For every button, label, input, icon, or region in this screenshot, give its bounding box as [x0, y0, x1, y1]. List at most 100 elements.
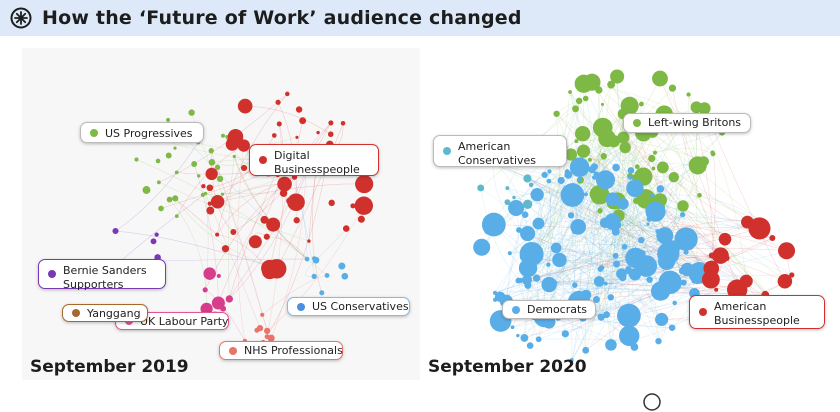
network-node: [158, 205, 164, 212]
network-node: [165, 152, 172, 159]
network-node: [166, 196, 173, 203]
edge: [623, 137, 760, 229]
network-node: [701, 270, 720, 289]
edge: [266, 236, 308, 260]
network-node: [691, 276, 698, 284]
network-node: [316, 130, 320, 135]
network-node: [597, 313, 603, 319]
network-node: [656, 161, 669, 174]
network-node: [112, 228, 119, 235]
network-node: [507, 251, 512, 256]
network-node: [687, 244, 694, 250]
network-node: [287, 193, 305, 211]
edge: [601, 289, 717, 318]
partial-logo-icon: [643, 393, 661, 411]
network-node: [582, 346, 590, 354]
network-node: [156, 180, 161, 185]
network-node: [630, 343, 639, 351]
network-node: [569, 157, 590, 177]
network-node: [646, 276, 653, 283]
network-node: [683, 249, 689, 255]
network-node: [589, 185, 607, 203]
network-node: [142, 186, 151, 194]
edge: [115, 230, 277, 270]
network-node: [557, 176, 565, 185]
edge: [527, 253, 636, 269]
network-node: [264, 327, 271, 334]
network-node: [655, 229, 660, 234]
edge: [512, 100, 580, 328]
network-node: [341, 272, 349, 280]
network-node: [319, 290, 325, 296]
label-democrats: Democrats: [502, 300, 596, 319]
network-node: [600, 153, 607, 160]
network-node: [521, 211, 529, 219]
edge: [229, 162, 311, 300]
edge: [711, 153, 716, 269]
network-node: [607, 135, 621, 148]
network-node: [634, 164, 640, 170]
network-node: [311, 273, 317, 280]
edge: [506, 204, 528, 299]
edge: [660, 188, 743, 287]
network-node: [188, 109, 195, 116]
edge: [536, 174, 552, 279]
network-node: [473, 238, 491, 256]
network-node: [541, 276, 557, 293]
network-node: [522, 275, 533, 286]
network-node: [714, 287, 719, 292]
network-node: [618, 273, 627, 282]
network-node: [678, 267, 686, 275]
edge: [609, 225, 618, 344]
edge: [574, 231, 695, 294]
network-node: [221, 245, 230, 253]
network-node: [240, 164, 248, 172]
network-node: [207, 201, 212, 206]
network-node: [627, 167, 635, 174]
network-node: [206, 206, 215, 215]
edge: [527, 178, 587, 351]
network-node: [172, 195, 179, 202]
network-node: [613, 260, 621, 268]
edge: [594, 200, 608, 284]
network-node: [659, 242, 679, 262]
network-node: [350, 203, 356, 209]
edge: [234, 156, 308, 260]
network-node: [638, 236, 645, 244]
network-node: [271, 133, 277, 138]
network-node: [342, 225, 350, 232]
network-node: [620, 96, 639, 115]
network-node: [520, 334, 529, 342]
edge: [305, 259, 317, 278]
network-node: [293, 217, 300, 224]
network-node: [517, 277, 523, 284]
edge: [506, 278, 710, 302]
edge: [531, 187, 639, 255]
network-node: [607, 294, 614, 301]
blue-dot: [297, 302, 305, 311]
network-node: [639, 101, 644, 107]
edge: [494, 271, 629, 294]
edge: [557, 137, 624, 318]
network-node: [572, 282, 578, 288]
network-node: [299, 117, 307, 125]
edge: [570, 215, 712, 269]
edge: [547, 170, 574, 265]
teal-dot: [443, 147, 451, 155]
label-american-businesspeople: American Businesspeople: [689, 295, 825, 329]
network-node: [477, 184, 485, 192]
network-node: [688, 156, 707, 175]
network-node: [592, 175, 597, 180]
label-bernie-sanders-supporters: Bernie Sanders Supporters: [38, 259, 166, 291]
network-node: [574, 74, 593, 93]
network-node: [275, 99, 281, 105]
network-node: [553, 110, 560, 117]
network-node: [196, 174, 201, 178]
network-node: [777, 273, 793, 289]
network-node: [640, 255, 648, 263]
network-node: [208, 148, 214, 154]
network-node: [679, 211, 686, 218]
network-node: [532, 217, 545, 230]
network-node: [607, 80, 616, 89]
red-dot: [259, 156, 267, 164]
